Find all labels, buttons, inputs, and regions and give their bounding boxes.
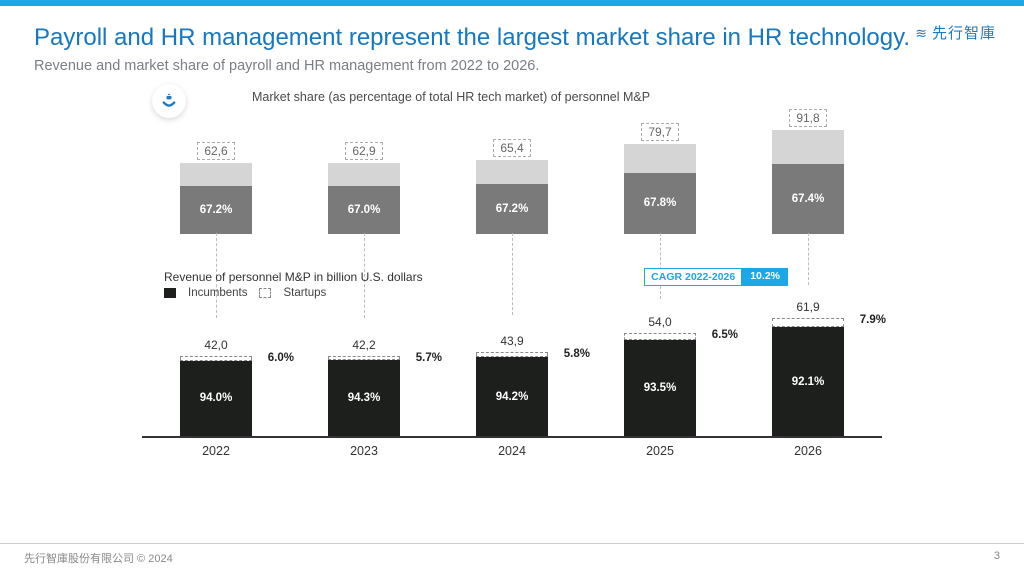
legend-label-incumbents: Incumbents bbox=[188, 287, 247, 299]
footer: 先行智庫股份有限公司 © 2024 3 bbox=[0, 543, 1024, 566]
lower-bar: 94.3% 5.7% bbox=[328, 356, 400, 436]
lower-seg-startup bbox=[772, 318, 844, 327]
upper-seg-rest bbox=[180, 163, 252, 186]
upper-bar: 67.2% bbox=[476, 160, 548, 234]
upper-bar-col: 65,4 67.2% bbox=[447, 139, 577, 234]
lower-startup-pct: 6.0% bbox=[268, 352, 294, 364]
lower-startup-pct: 6.5% bbox=[712, 329, 738, 341]
lower-startup-pct: 7.9% bbox=[860, 314, 886, 326]
lower-seg-incumbent: 92.1% bbox=[772, 327, 844, 436]
upper-seg-rest bbox=[328, 163, 400, 187]
upper-total-label: 62,6 bbox=[197, 142, 234, 160]
dashed-connector bbox=[808, 233, 809, 285]
lower-bar-col: 54,0 93.5% 6.5% bbox=[595, 333, 725, 436]
lower-startup-pct: 5.8% bbox=[564, 348, 590, 360]
lower-chart-title: Revenue of personnel M&P in billion U.S.… bbox=[164, 270, 423, 284]
lower-bar: 94.2% 5.8% bbox=[476, 352, 548, 436]
legend-swatch-startups bbox=[259, 288, 271, 298]
lower-seg-incumbent: 93.5% bbox=[624, 340, 696, 436]
upper-seg-rest bbox=[772, 130, 844, 164]
lower-seg-incumbent: 94.0% bbox=[180, 361, 252, 436]
upper-bar-col: 62,9 67.0% bbox=[299, 142, 429, 234]
cagr-badge: CAGR 2022-2026 10.2% bbox=[644, 268, 788, 286]
upper-bar: 67.0% bbox=[328, 163, 400, 234]
brand: ≋先行智庫 bbox=[915, 22, 996, 43]
page-number: 3 bbox=[994, 550, 1000, 566]
lower-total-label: 43,9 bbox=[500, 334, 523, 348]
brand-text: 先行智庫 bbox=[932, 25, 996, 42]
upper-chart-title: Market share (as percentage of total HR … bbox=[252, 90, 650, 104]
upper-bar-col: 91,8 67.4% bbox=[743, 109, 873, 234]
lower-total-label: 42,0 bbox=[204, 338, 227, 352]
upper-bar: 67.8% bbox=[624, 144, 696, 234]
upper-seg-share: 67.4% bbox=[772, 164, 844, 234]
upper-seg-rest bbox=[476, 160, 548, 184]
x-axis-label: 2022 bbox=[151, 438, 281, 458]
lower-bar-col: 42,2 94.3% 5.7% bbox=[299, 356, 429, 436]
x-axis-label: 2026 bbox=[743, 438, 873, 458]
upper-bar-row: 62,6 67.2% 62,9 67.0% 65,4 67.2% 79,7 67… bbox=[142, 114, 882, 234]
upper-bar-col: 79,7 67.8% bbox=[595, 123, 725, 234]
x-axis-label: 2025 bbox=[595, 438, 725, 458]
lower-seg-startup bbox=[624, 333, 696, 340]
hand-coins-icon bbox=[152, 84, 186, 118]
upper-seg-share: 67.0% bbox=[328, 186, 400, 234]
lower-bar-col: 61,9 92.1% 7.9% bbox=[743, 318, 873, 436]
lower-seg-incumbent: 94.2% bbox=[476, 357, 548, 436]
upper-bar: 67.2% bbox=[180, 163, 252, 234]
upper-seg-share: 67.2% bbox=[180, 186, 252, 234]
lower-bar: 93.5% 6.5% bbox=[624, 333, 696, 436]
dashed-connector bbox=[660, 233, 661, 299]
lower-bar-row: 42,0 94.0% 6.0% 42,2 94.3% 5.7% 43,9 94.… bbox=[142, 306, 882, 436]
cagr-value: 10.2% bbox=[742, 268, 788, 286]
cagr-label: CAGR 2022-2026 bbox=[644, 268, 742, 286]
upper-bar: 67.4% bbox=[772, 130, 844, 234]
legend-label-startups: Startups bbox=[283, 287, 326, 299]
slide-subtitle: Revenue and market share of payroll and … bbox=[34, 58, 990, 74]
lower-total-label: 61,9 bbox=[796, 300, 819, 314]
legend: Incumbents Startups bbox=[164, 287, 423, 299]
legend-swatch-incumbents bbox=[164, 288, 176, 298]
mid-section: Revenue of personnel M&P in billion U.S.… bbox=[164, 270, 423, 299]
lower-bar: 94.0% 6.0% bbox=[180, 356, 252, 436]
chart-area: Market share (as percentage of total HR … bbox=[132, 84, 892, 484]
lower-bar-col: 43,9 94.2% 5.8% bbox=[447, 352, 577, 436]
brand-icon: ≋ bbox=[915, 25, 928, 41]
lower-seg-incumbent: 94.3% bbox=[328, 360, 400, 436]
copyright: 先行智庫股份有限公司 © 2024 bbox=[24, 550, 173, 566]
x-axis-label: 2023 bbox=[299, 438, 429, 458]
lower-total-label: 42,2 bbox=[352, 338, 375, 352]
lower-bar-col: 42,0 94.0% 6.0% bbox=[151, 356, 281, 436]
x-axis-label: 2024 bbox=[447, 438, 577, 458]
upper-total-label: 65,4 bbox=[493, 139, 530, 157]
x-axis: 2022 2023 2024 2025 2026 bbox=[142, 436, 882, 458]
upper-total-label: 62,9 bbox=[345, 142, 382, 160]
lower-bar: 92.1% 7.9% bbox=[772, 318, 844, 436]
dashed-connector bbox=[512, 233, 513, 315]
upper-total-label: 91,8 bbox=[789, 109, 826, 127]
upper-bar-col: 62,6 67.2% bbox=[151, 142, 281, 234]
upper-seg-share: 67.2% bbox=[476, 184, 548, 234]
slide-body: Payroll and HR management represent the … bbox=[0, 6, 1024, 484]
upper-total-label: 79,7 bbox=[641, 123, 678, 141]
slide-title: Payroll and HR management represent the … bbox=[34, 24, 990, 52]
upper-seg-rest bbox=[624, 144, 696, 173]
lower-startup-pct: 5.7% bbox=[416, 352, 442, 364]
lower-total-label: 54,0 bbox=[648, 315, 671, 329]
upper-seg-share: 67.8% bbox=[624, 173, 696, 234]
